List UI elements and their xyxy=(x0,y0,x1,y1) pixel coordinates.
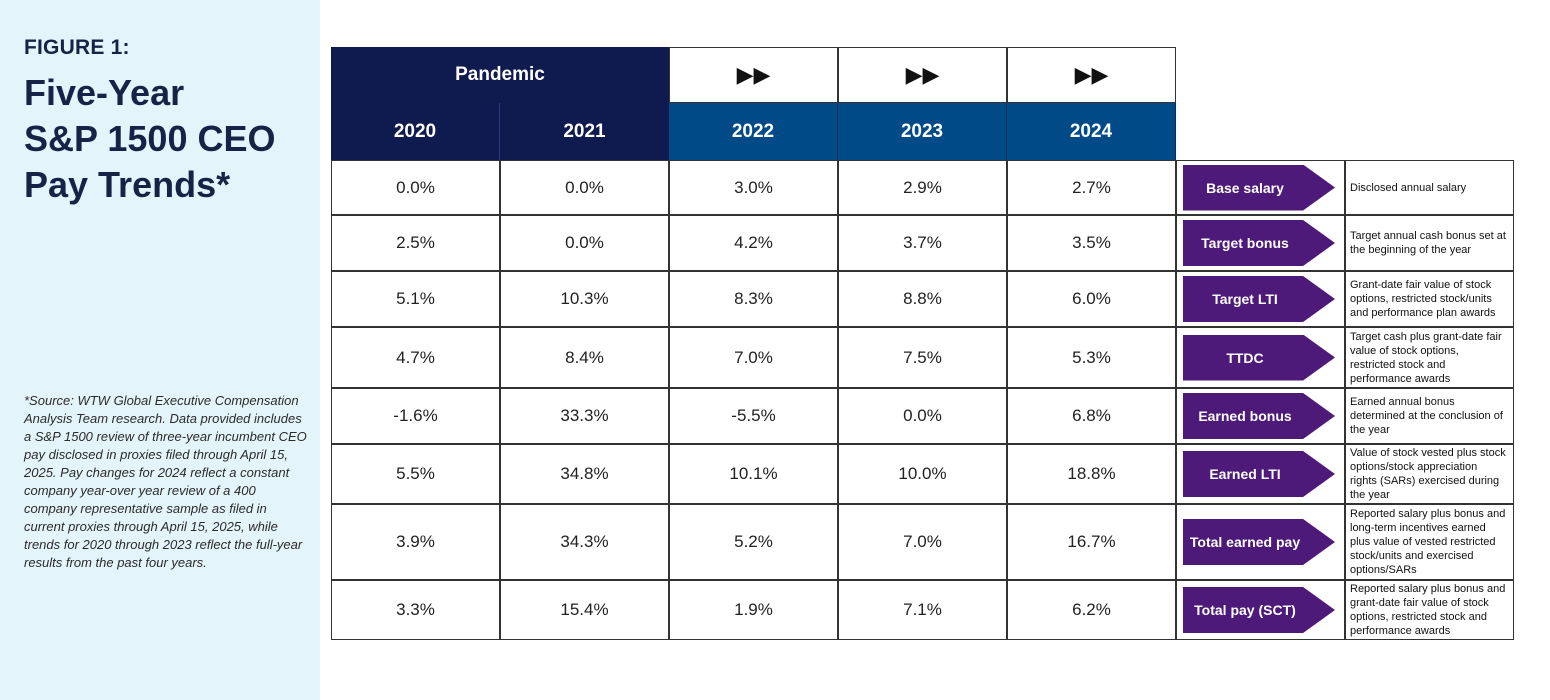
row-description: Value of stock vested plus stock options… xyxy=(1345,444,1514,504)
row-description: Target cash plus grant-date fair value o… xyxy=(1345,327,1514,388)
value-cell: -5.5% xyxy=(669,388,838,444)
row-description: Earned annual bonus determined at the co… xyxy=(1345,388,1514,444)
figure-label: FIGURE 1: xyxy=(24,36,130,59)
value-cell: 3.7% xyxy=(838,215,1007,271)
row-description: Grant-date fair value of stock options, … xyxy=(1345,271,1514,327)
value-cell: 0.0% xyxy=(838,388,1007,444)
value-cell: 4.2% xyxy=(669,215,838,271)
row-label-cell: Total earned pay xyxy=(1176,504,1345,580)
value-cell: 34.3% xyxy=(500,504,669,580)
row-label-arrow: Target LTI xyxy=(1183,276,1335,322)
row-label-cell: Earned bonus xyxy=(1176,388,1345,444)
figure-title: Five-Year S&P 1500 CEO Pay Trends* xyxy=(24,70,314,208)
value-cell: 7.1% xyxy=(838,580,1007,640)
year-header-2023: 2023 xyxy=(838,103,1007,160)
year-header-2024: 2024 xyxy=(1007,103,1176,160)
value-cell: 3.5% xyxy=(1007,215,1176,271)
row-label: Earned LTI xyxy=(1209,466,1281,482)
row-label: Target LTI xyxy=(1212,291,1278,307)
row-label: Target bonus xyxy=(1201,235,1289,251)
value-cell: 3.9% xyxy=(331,504,500,580)
value-cell: 0.0% xyxy=(500,160,669,215)
year-header-2022: 2022 xyxy=(669,103,838,160)
value-cell: -1.6% xyxy=(331,388,500,444)
pandemic-header: Pandemic xyxy=(331,47,669,103)
value-cell: 15.4% xyxy=(500,580,669,640)
value-cell: 5.3% xyxy=(1007,327,1176,388)
value-cell: 8.8% xyxy=(838,271,1007,327)
value-cell: 1.9% xyxy=(669,580,838,640)
value-cell: 18.8% xyxy=(1007,444,1176,504)
forward-arrows-header: ▶▶ xyxy=(838,47,1007,103)
value-cell: 0.0% xyxy=(500,215,669,271)
row-label-cell: Base salary xyxy=(1176,160,1345,215)
row-description: Target annual cash bonus set at the begi… xyxy=(1345,215,1514,271)
row-label: TTDC xyxy=(1226,349,1264,366)
value-cell: 2.5% xyxy=(331,215,500,271)
year-header-2021: 2021 xyxy=(500,103,669,160)
row-label: Base salary xyxy=(1206,179,1284,196)
value-cell: 5.1% xyxy=(331,271,500,327)
row-label: Total earned pay xyxy=(1189,534,1301,550)
value-cell: 8.4% xyxy=(500,327,669,388)
source-note: *Source: WTW Global Executive Compensati… xyxy=(24,393,307,570)
value-cell: 3.3% xyxy=(331,580,500,640)
value-cell: 33.3% xyxy=(500,388,669,444)
title-line-3: Pay Trends* xyxy=(24,164,231,205)
row-label-arrow: Base salary xyxy=(1183,164,1335,211)
value-cell: 10.1% xyxy=(669,444,838,504)
value-cell: 34.8% xyxy=(500,444,669,504)
row-label-cell: Target LTI xyxy=(1176,271,1345,327)
value-cell: 2.7% xyxy=(1007,160,1176,215)
value-cell: 7.5% xyxy=(838,327,1007,388)
row-label: Total pay (SCT) xyxy=(1194,602,1296,618)
row-label-arrow: TTDC xyxy=(1183,334,1335,381)
row-label-cell: Total pay (SCT) xyxy=(1176,580,1345,640)
value-cell: 6.2% xyxy=(1007,580,1176,640)
value-cell: 8.3% xyxy=(669,271,838,327)
value-cell: 10.3% xyxy=(500,271,669,327)
value-cell: 3.0% xyxy=(669,160,838,215)
row-label-cell: TTDC xyxy=(1176,327,1345,388)
row-label-arrow: Target bonus xyxy=(1183,220,1335,266)
value-cell: 10.0% xyxy=(838,444,1007,504)
row-description: Disclosed annual salary xyxy=(1345,160,1514,215)
row-description: Reported salary plus bonus and grant-dat… xyxy=(1345,580,1514,640)
value-cell: 2.9% xyxy=(838,160,1007,215)
row-label-arrow: Earned bonus xyxy=(1183,393,1335,439)
value-cell: 6.0% xyxy=(1007,271,1176,327)
row-label-cell: Target bonus xyxy=(1176,215,1345,271)
row-description: Reported salary plus bonus and long-term… xyxy=(1345,504,1514,580)
value-cell: 16.7% xyxy=(1007,504,1176,580)
value-cell: 7.0% xyxy=(669,327,838,388)
forward-arrows-header: ▶▶ xyxy=(1007,47,1176,103)
title-line-2: S&P 1500 CEO xyxy=(24,118,276,159)
row-label-cell: Earned LTI xyxy=(1176,444,1345,504)
forward-arrows-header: ▶▶ xyxy=(669,47,838,103)
row-label-arrow: Total pay (SCT) xyxy=(1183,587,1335,633)
row-label: Earned bonus xyxy=(1198,408,1292,424)
value-cell: 6.8% xyxy=(1007,388,1176,444)
row-label-arrow: Earned LTI xyxy=(1183,451,1335,497)
value-cell: 5.2% xyxy=(669,504,838,580)
year-header-2020: 2020 xyxy=(331,103,500,160)
row-label-arrow: Total earned pay xyxy=(1183,519,1335,565)
value-cell: 5.5% xyxy=(331,444,500,504)
title-line-1: Five-Year xyxy=(24,72,185,113)
value-cell: 7.0% xyxy=(838,504,1007,580)
value-cell: 0.0% xyxy=(331,160,500,215)
sidebar-panel: FIGURE 1: Five-Year S&P 1500 CEO Pay Tre… xyxy=(0,0,320,700)
value-cell: 4.7% xyxy=(331,327,500,388)
